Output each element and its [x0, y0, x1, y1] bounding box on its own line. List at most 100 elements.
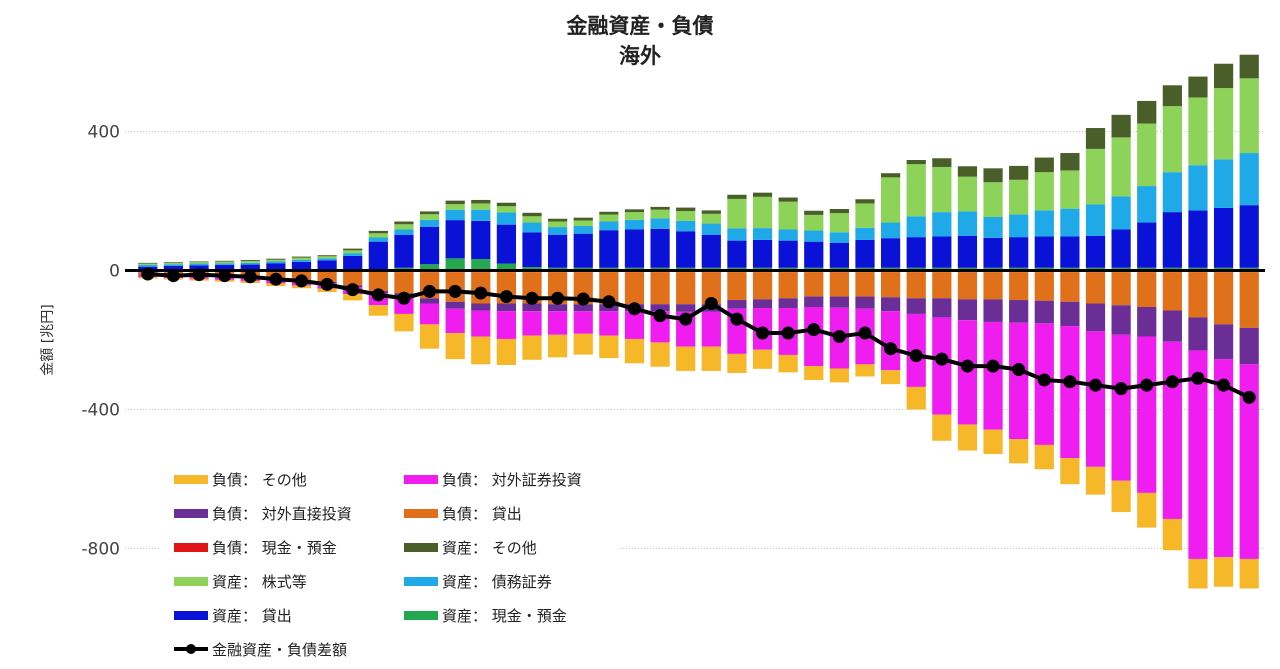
bar-segment	[1137, 123, 1157, 187]
bar-segment	[573, 217, 593, 221]
bar-segment	[983, 237, 1003, 268]
bar-segment	[701, 213, 721, 224]
bar-segment	[522, 311, 542, 336]
bar-segment	[548, 221, 568, 228]
bar-segment	[829, 368, 849, 383]
line-point	[448, 284, 462, 298]
bar-segment	[778, 197, 798, 202]
bar-segment	[419, 264, 440, 271]
bar-segment	[1111, 305, 1131, 335]
bar-segment	[1162, 85, 1182, 107]
bar-segment	[624, 209, 645, 213]
bar-segment	[957, 424, 978, 451]
bar-segment	[419, 324, 440, 349]
legend-label: 資産： その他	[442, 539, 537, 557]
bar-segment	[522, 222, 542, 233]
bar-segment	[855, 364, 875, 377]
line-point	[551, 291, 565, 305]
bar-segment	[445, 220, 465, 259]
bar-segment	[471, 303, 491, 311]
bar-segment	[573, 333, 593, 355]
bar-segment	[1162, 272, 1182, 311]
bar-segment	[624, 311, 645, 339]
bar-segment	[1034, 272, 1054, 301]
bar-segment	[676, 231, 696, 268]
bar-segment	[1213, 272, 1234, 325]
line-point	[1114, 382, 1128, 396]
line-point	[679, 312, 693, 326]
bar-segment	[1111, 480, 1131, 513]
bar-segment	[1034, 300, 1054, 324]
bar-segment	[804, 366, 824, 380]
bar-segment	[343, 271, 363, 286]
legend-label: 負債： 現金・預金	[212, 539, 337, 557]
bar-segment	[394, 221, 414, 225]
line-point	[1012, 363, 1026, 377]
bar-segment	[855, 203, 875, 228]
legend-swatch	[174, 475, 208, 484]
bar-segment	[1137, 100, 1157, 124]
bar-segment	[650, 209, 670, 219]
bar-segment	[624, 212, 645, 220]
bar-segment	[343, 253, 363, 256]
bar-segment	[368, 233, 388, 238]
bar-segment	[906, 237, 926, 268]
bar-segment	[778, 272, 798, 299]
bar-segment	[829, 296, 849, 308]
bar-segment	[701, 346, 721, 371]
line-point	[397, 291, 411, 305]
bar-segment	[1239, 364, 1259, 559]
bar-segment	[778, 298, 798, 309]
bar-segment	[880, 238, 901, 268]
legend-swatch	[174, 509, 208, 518]
legend-swatch	[404, 577, 438, 586]
bar-segment	[471, 209, 491, 221]
bar-stacks	[138, 54, 1259, 589]
bar-segment	[778, 354, 798, 373]
bar-segment	[752, 349, 773, 369]
bar-segment	[1188, 210, 1208, 268]
bar-segment	[522, 212, 542, 217]
bar-segment	[1060, 153, 1080, 171]
bar-segment	[394, 224, 414, 230]
bar-segment	[1162, 106, 1182, 173]
bar-segment	[445, 308, 465, 334]
line-point	[781, 326, 795, 340]
bar-segment	[548, 311, 568, 335]
bar-segment	[932, 212, 952, 237]
bar-segment	[1060, 208, 1080, 237]
bar-segment	[676, 220, 696, 232]
y-tick-label: 0	[109, 262, 120, 282]
legend-line-marker	[186, 644, 196, 654]
bar-segment	[1213, 88, 1234, 160]
bar-segment	[701, 223, 721, 235]
bar-segment	[880, 370, 901, 385]
bar-segment	[727, 194, 747, 199]
bar-segment	[650, 272, 670, 305]
bar-segment	[138, 264, 158, 267]
bar-segment	[1239, 78, 1259, 154]
y-tick-label: 400	[88, 123, 120, 143]
bar-segment	[445, 200, 465, 205]
bar-segment	[1213, 207, 1234, 268]
bar-segment	[343, 255, 363, 270]
legend-swatch	[404, 509, 438, 518]
bar-segment	[650, 218, 670, 229]
bar-segment	[1162, 310, 1182, 342]
bar-segment	[1111, 334, 1131, 481]
bar-segment	[368, 230, 388, 234]
line-point	[704, 297, 718, 311]
bar-segment	[983, 299, 1003, 322]
bar-segment	[727, 240, 747, 268]
bar-segment	[855, 227, 875, 240]
y-tick-label: -800	[81, 540, 120, 560]
bar-segment	[624, 272, 645, 305]
bar-segment	[932, 158, 952, 167]
bar-segment	[1188, 76, 1208, 98]
bar-segment	[266, 258, 286, 260]
bar-segment	[394, 272, 414, 294]
bar-segment	[983, 216, 1003, 238]
bar-segment	[1188, 165, 1208, 211]
bar-segment	[189, 265, 209, 271]
